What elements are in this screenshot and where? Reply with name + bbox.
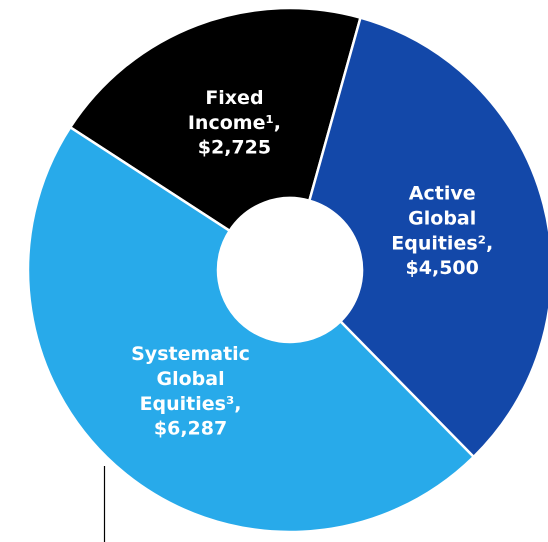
slice bbox=[26, 125, 476, 534]
label-line: Systematic bbox=[131, 343, 250, 365]
label-line: Fixed bbox=[205, 86, 263, 108]
label-line: Active bbox=[409, 182, 476, 204]
label-line: Income¹, bbox=[188, 111, 281, 133]
slice bbox=[68, 6, 363, 233]
label-line: Global bbox=[156, 368, 224, 390]
value-label: $4,500 bbox=[406, 257, 479, 279]
label-line: Equities³, bbox=[140, 393, 242, 415]
label-line: Global bbox=[408, 207, 476, 229]
slice bbox=[307, 16, 548, 459]
slice-label: Fixed Income¹, bbox=[188, 86, 281, 133]
label-line: Equities², bbox=[391, 232, 493, 254]
value-label: $6,287 bbox=[154, 418, 227, 440]
value-label: $2,725 bbox=[198, 136, 271, 158]
slice-label: Active Global Equities², bbox=[391, 182, 493, 254]
slice-label: Systematic Global Equities³, bbox=[131, 343, 250, 415]
